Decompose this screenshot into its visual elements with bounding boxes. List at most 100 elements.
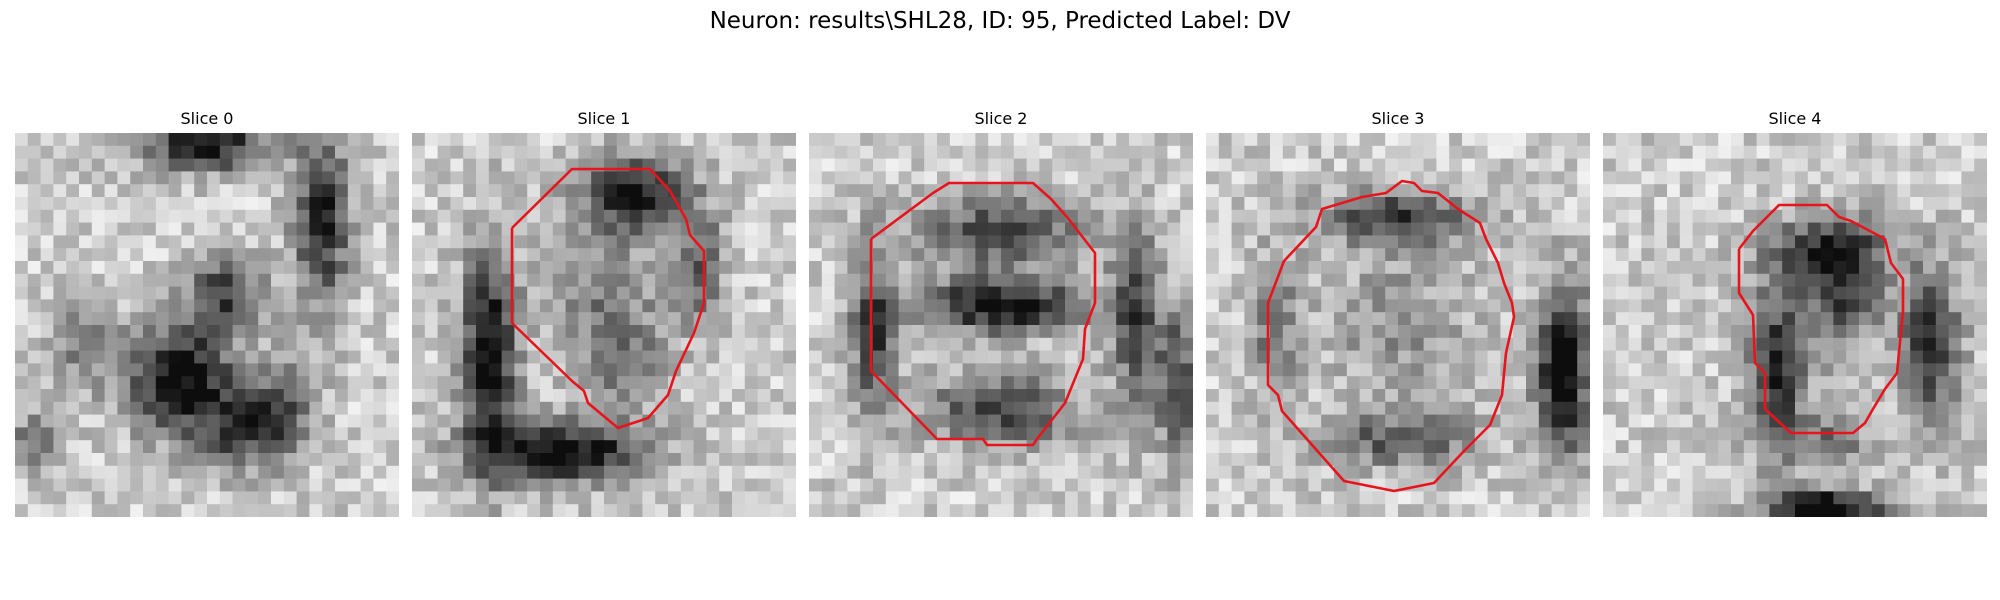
- image-pixel: [40, 440, 54, 454]
- image-pixel: [1705, 453, 1719, 467]
- image-pixel: [873, 261, 887, 275]
- image-pixel: [565, 133, 579, 147]
- image-pixel: [719, 350, 733, 364]
- image-pixel: [1692, 376, 1706, 390]
- image-pixel: [885, 145, 900, 160]
- image-pixel: [706, 273, 720, 288]
- image-pixel: [207, 337, 221, 352]
- image-pixel: [1487, 337, 1501, 352]
- image-pixel: [1692, 478, 1706, 492]
- image-pixel: [629, 504, 643, 517]
- image-pixel: [719, 222, 733, 236]
- image-pixel: [1526, 184, 1540, 198]
- image-pixel: [219, 465, 234, 480]
- image-pixel: [770, 209, 784, 224]
- image-pixel: [860, 453, 874, 467]
- image-pixel: [1090, 491, 1104, 505]
- image-pixel: [53, 133, 67, 147]
- image-pixel: [642, 184, 656, 198]
- image-pixel: [296, 261, 310, 275]
- image-pixel: [1961, 389, 1975, 403]
- image-pixel: [271, 222, 285, 236]
- image-pixel: [1001, 261, 1015, 275]
- image-pixel: [104, 504, 118, 517]
- image-pixel: [1641, 312, 1655, 326]
- image-pixel: [1820, 209, 1834, 224]
- image-pixel: [1603, 197, 1617, 211]
- image-pixel: [1795, 235, 1809, 249]
- image-pixel: [937, 273, 951, 288]
- image-pixel: [655, 312, 669, 326]
- image-pixel: [1871, 363, 1886, 377]
- image-pixel: [1321, 350, 1335, 364]
- image-pixel: [1641, 209, 1655, 224]
- image-pixel: [1026, 363, 1040, 377]
- image-pixel: [975, 222, 989, 236]
- image-pixel: [232, 440, 246, 454]
- image-pixel: [1026, 145, 1040, 160]
- image-pixel: [1654, 145, 1668, 160]
- image-pixel: [53, 414, 67, 428]
- image-pixel: [1615, 478, 1630, 492]
- image-pixel: [91, 376, 106, 390]
- image-pixel: [1449, 261, 1463, 275]
- image-pixel: [335, 222, 349, 236]
- image-pixel: [975, 248, 989, 262]
- image-pixel: [1705, 261, 1719, 275]
- image-pixel: [962, 286, 976, 300]
- image-pixel: [1052, 465, 1066, 480]
- image-pixel: [296, 158, 310, 172]
- image-pixel: [860, 440, 874, 454]
- image-pixel: [1077, 504, 1092, 517]
- image-pixel: [1308, 491, 1322, 505]
- image-pixel: [1167, 171, 1181, 185]
- image-pixel: [1692, 145, 1706, 160]
- image-pixel: [552, 401, 567, 416]
- image-pixel: [232, 145, 246, 160]
- image-pixel: [1474, 133, 1489, 147]
- image-pixel: [527, 248, 541, 262]
- image-pixel: [1833, 286, 1847, 300]
- image-pixel: [706, 171, 720, 185]
- image-pixel: [1910, 273, 1924, 288]
- image-pixel: [258, 248, 272, 262]
- image-pixel: [437, 273, 451, 288]
- image-pixel: [322, 491, 336, 505]
- image-pixel: [335, 312, 349, 326]
- image-pixel: [1398, 350, 1412, 364]
- image-pixel: [1039, 235, 1053, 249]
- image-pixel: [1705, 465, 1719, 480]
- image-pixel: [949, 184, 964, 198]
- image-pixel: [15, 299, 29, 313]
- image-pixel: [860, 414, 874, 428]
- image-pixel: [1244, 261, 1258, 275]
- image-pixel: [1500, 145, 1514, 160]
- image-pixel: [1231, 478, 1245, 492]
- image-pixel: [79, 197, 93, 211]
- image-pixel: [1743, 158, 1758, 172]
- image-pixel: [1513, 312, 1527, 326]
- image-pixel: [1667, 440, 1681, 454]
- image-pixel: [181, 350, 195, 364]
- image-pixel: [514, 389, 528, 403]
- image-pixel: [1129, 222, 1143, 236]
- image-pixel: [412, 465, 426, 480]
- image-pixel: [1884, 261, 1898, 275]
- image-pixel: [616, 325, 631, 339]
- image-pixel: [1526, 414, 1540, 428]
- image-pixel: [207, 414, 221, 428]
- image-pixel: [1859, 312, 1873, 326]
- image-pixel: [1692, 325, 1706, 339]
- image-pixel: [975, 337, 989, 352]
- image-pixel: [1167, 133, 1181, 147]
- image-pixel: [1782, 158, 1796, 172]
- image-pixel: [783, 414, 796, 428]
- image-pixel: [1449, 145, 1463, 160]
- image-pixel: [873, 401, 887, 416]
- image-pixel: [424, 248, 439, 262]
- image-pixel: [1500, 312, 1514, 326]
- image-pixel: [847, 222, 861, 236]
- image-pixel: [1372, 440, 1386, 454]
- image-pixel: [373, 325, 387, 339]
- image-pixel: [552, 350, 567, 364]
